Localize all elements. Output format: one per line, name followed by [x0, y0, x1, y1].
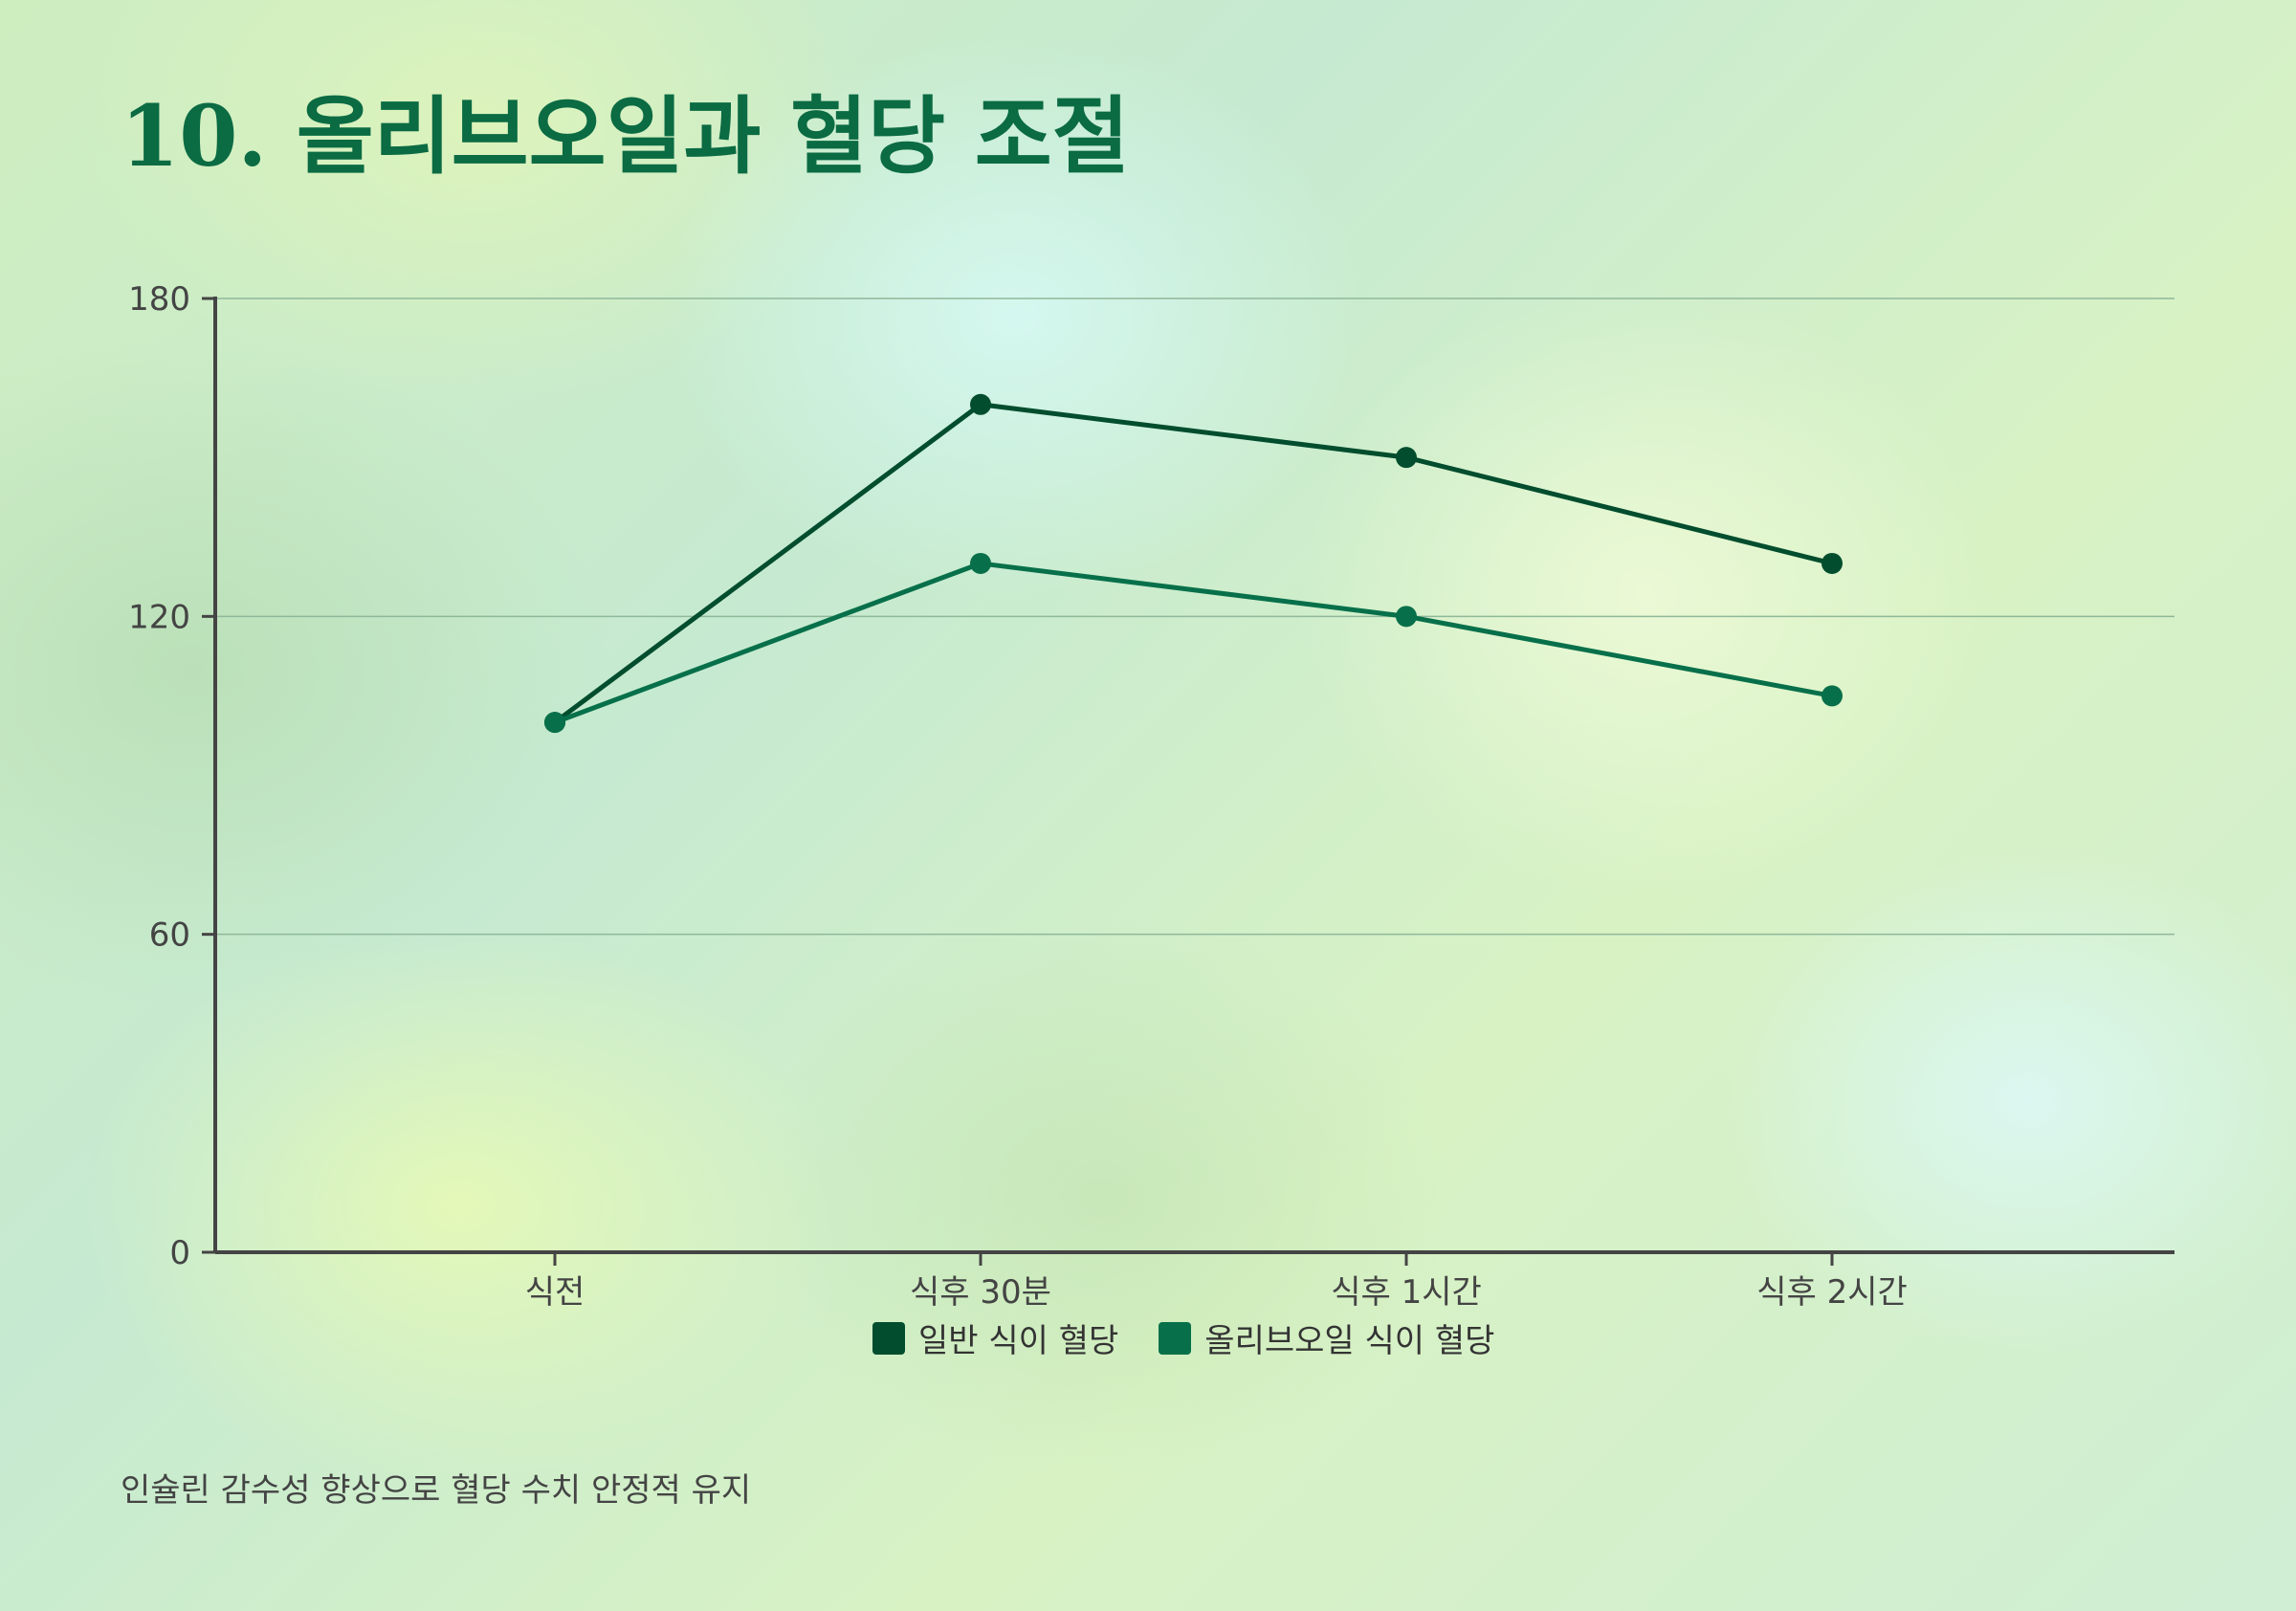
- data-point-1: [544, 712, 565, 734]
- y-tick-label: 0: [169, 1234, 190, 1272]
- data-point-0: [1396, 447, 1417, 469]
- gridlines: [215, 298, 2175, 936]
- series-line-0: [553, 402, 1833, 725]
- legend-swatch-regular: [872, 1321, 905, 1355]
- x-tick-label: 식전: [525, 1273, 585, 1312]
- series-line-1: [554, 561, 1833, 725]
- data-point-0: [970, 393, 991, 415]
- legend-item-olive-oil: 올리브오일 식이 혈당: [1159, 1314, 1494, 1361]
- data-point-1: [1821, 685, 1843, 707]
- data-point-1: [1396, 606, 1417, 628]
- legend-swatch-olive-oil: [1159, 1321, 1192, 1355]
- y-ticks: 0 60 120 180: [128, 280, 215, 1272]
- data-point-1: [970, 552, 991, 574]
- x-tick-label: 식후 30분: [910, 1273, 1051, 1312]
- legend-label-regular: 일반 식이 혈당: [918, 1322, 1119, 1360]
- x-tick-label: 식후 2시간: [1756, 1273, 1908, 1312]
- legend-item-regular: 일반 식이 혈당: [872, 1314, 1118, 1361]
- y-tick-label: 60: [149, 916, 190, 955]
- x-tick-label: 식후 1시간: [1331, 1273, 1482, 1312]
- footnote: 인슐린 감수성 향상으로 혈당 수치 안정적 유지: [121, 1471, 752, 1510]
- axes: [213, 297, 2175, 1254]
- data-point-0: [1821, 552, 1843, 574]
- y-tick-label: 180: [128, 280, 190, 319]
- legend: 일반 식이 혈당 올리브오일 식이 혈당: [872, 1314, 1534, 1361]
- series: [544, 393, 1843, 734]
- chart-title: 10. 올리브오일과 혈당 조절: [121, 86, 1130, 186]
- legend-label-olive-oil: 올리브오일 식이 혈당: [1204, 1322, 1495, 1360]
- x-ticks: 식전 식후 30분 식후 1시간 식후 2시간: [525, 1252, 1908, 1312]
- y-tick-label: 120: [128, 598, 190, 636]
